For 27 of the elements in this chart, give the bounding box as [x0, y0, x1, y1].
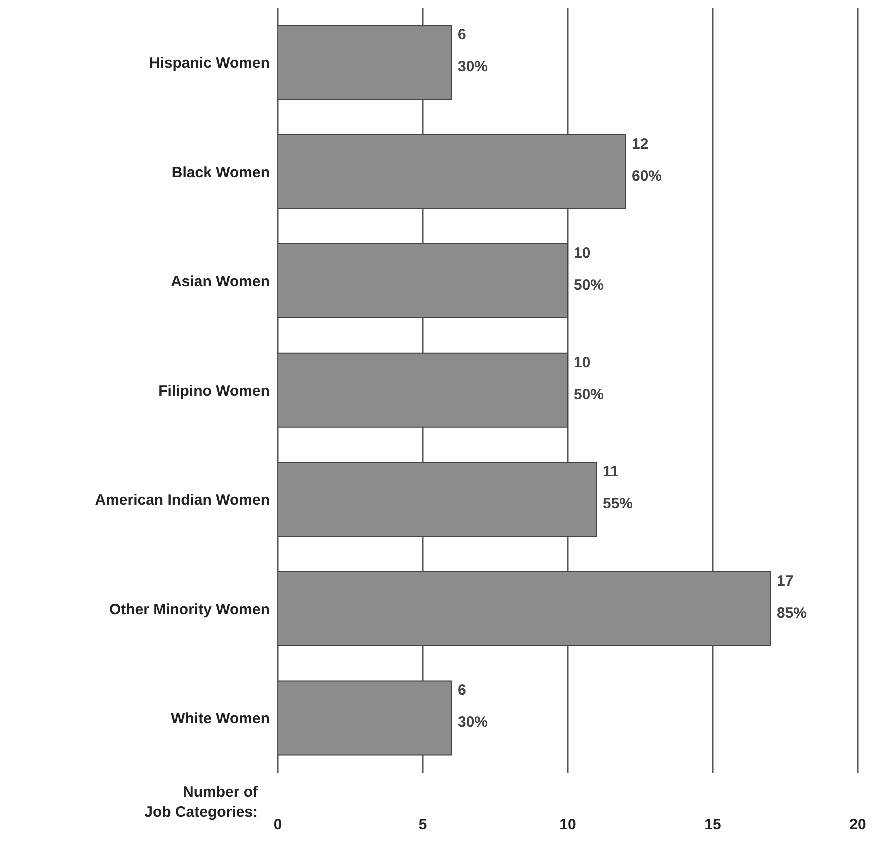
x-tick-label: 15 — [704, 816, 722, 834]
y-tick-label: White Women — [171, 710, 270, 728]
data-label: 10 50% — [574, 354, 604, 404]
data-label: 17 85% — [777, 572, 808, 622]
bar — [278, 244, 568, 319]
y-tick-label: Black Women — [172, 164, 270, 182]
data-label: 11 55% — [603, 464, 634, 513]
data-label: 12 60% — [632, 136, 662, 185]
x-axis-title: Number of Job Categories: — [144, 784, 260, 821]
y-tick-label: Asian Women — [171, 274, 270, 291]
y-tick-label: Hispanic Women — [149, 54, 270, 72]
y-tick-label: American Indian Women — [95, 492, 270, 510]
x-tick-label: 5 — [418, 816, 428, 834]
bar — [278, 352, 568, 428]
data-label: 6 30% — [458, 26, 488, 76]
y-tick-label: Filipino Women — [158, 382, 270, 400]
x-tick-label: 0 — [274, 816, 282, 834]
y-tick-label: Other Minority Women — [109, 601, 270, 618]
x-tick-label: 20 — [850, 816, 866, 834]
data-label: 10 50% — [574, 245, 604, 294]
data-label: 6 30% — [458, 682, 488, 732]
bar — [278, 24, 452, 100]
bar — [278, 134, 626, 210]
bar — [278, 571, 772, 646]
bar — [278, 680, 452, 756]
x-tick-label: 10 — [560, 816, 576, 834]
bar — [278, 462, 598, 538]
